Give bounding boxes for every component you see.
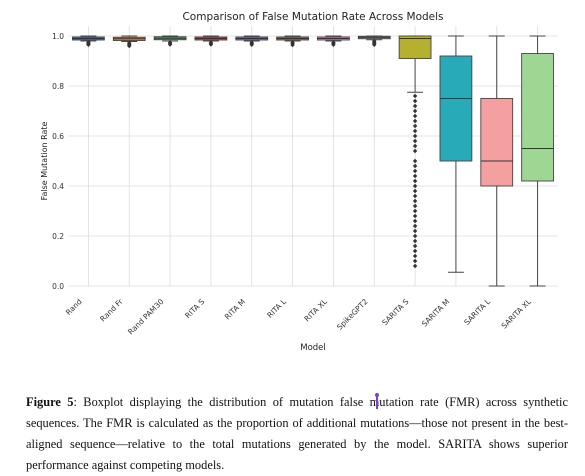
outlier-point (412, 163, 418, 169)
outlier-point (412, 128, 418, 134)
outlier-point (412, 248, 418, 254)
outlier-point (412, 218, 418, 224)
y-tick-label: 0.6 (52, 132, 64, 141)
box-rita-m (235, 35, 269, 47)
outlier-point (412, 258, 418, 264)
box-iqr (398, 35, 432, 59)
x-tick-label: SpikeGPT2 (335, 297, 370, 332)
outlier-point (412, 253, 418, 259)
box-rita-xl (317, 35, 350, 47)
x-tick-label: Rand (64, 297, 84, 317)
box-sarita-s (398, 35, 432, 269)
outlier-point (372, 42, 377, 47)
x-tick-label: RITA M (223, 297, 247, 321)
outlier-point (412, 123, 418, 129)
x-tick-label: Rand PAM30 (126, 297, 166, 337)
x-tick-label: RITA XL (302, 296, 329, 323)
outlier-point (412, 198, 418, 204)
outlier-point (412, 233, 418, 239)
box-rand-fr (112, 35, 146, 49)
outlier-point (412, 138, 418, 144)
box-iqr (439, 55, 473, 162)
outlier-point (412, 143, 418, 149)
outlier-point (412, 98, 418, 104)
outlier-point (412, 213, 418, 219)
x-axis-label: Model (300, 343, 326, 353)
outlier-point (331, 42, 336, 47)
outlier-point (167, 42, 173, 47)
y-axis-ticks: 0.0 0.2 0.4 0.6 0.8 1.0 (52, 32, 64, 291)
outlier-point (412, 178, 418, 184)
boxplot-chart: Comparison of False Mutation Rate Across… (40, 11, 558, 353)
outlier-point (86, 42, 91, 47)
x-tick-label: SARITA XL (500, 296, 534, 330)
outlier-point (412, 203, 418, 209)
y-tick-label: 1.0 (52, 32, 64, 41)
box-rand (72, 35, 105, 47)
box-iqr (521, 53, 554, 182)
outlier-point (412, 183, 418, 189)
box-rita-l (276, 35, 309, 48)
outlier-point (412, 113, 418, 119)
x-tick-label: SARITA L (462, 296, 492, 326)
x-tick-label: SARITA M (420, 297, 451, 328)
outlier-point (412, 133, 418, 139)
x-tick-label: SARITA S (380, 297, 410, 327)
y-axis-label: False Mutation Rate (40, 122, 49, 201)
outlier-point (412, 228, 418, 234)
box-spikegpt2 (357, 35, 391, 47)
outlier-point (208, 42, 214, 47)
outlier-point (412, 103, 418, 109)
box-sarita-m (439, 35, 473, 273)
y-tick-label: 0.0 (52, 282, 64, 291)
caption-text: : Boxplot displaying the distribution of… (26, 395, 568, 472)
outlier-point (412, 148, 418, 154)
x-tick-label: Rand Fr (98, 296, 125, 323)
outlier-point (412, 173, 418, 179)
box-sarita-l (480, 35, 514, 287)
text-cursor-icon (375, 393, 379, 409)
figure-label: Figure 5 (26, 395, 74, 409)
outlier-point (412, 93, 418, 99)
box-rand-pam30 (153, 35, 187, 47)
y-tick-label: 0.4 (52, 182, 64, 191)
outlier-point (412, 193, 418, 199)
y-tick-label: 0.8 (52, 82, 64, 91)
y-tick-label: 0.2 (52, 232, 64, 241)
outlier-point (127, 43, 132, 49)
outlier-point (412, 223, 418, 229)
outlier-point (412, 238, 418, 244)
box-series (72, 35, 554, 287)
figure-caption: Figure 5: Boxplot displaying the distrib… (26, 392, 568, 476)
box-sarita-xl (521, 35, 554, 287)
chart-title: Comparison of False Mutation Rate Across… (182, 11, 443, 23)
x-tick-label: RITA L (265, 296, 288, 319)
outlier-point (412, 188, 418, 194)
x-axis-ticks: Rand Rand Fr Rand PAM30 RITA S RITA M RITA L R… (64, 296, 534, 336)
outlier-point (412, 208, 418, 214)
outlier-point (412, 108, 418, 114)
outlier-point (249, 42, 254, 47)
outlier-point (412, 168, 418, 174)
box-iqr (480, 98, 514, 187)
outlier-point (412, 158, 418, 164)
outlier-point (412, 263, 418, 269)
outlier-point (290, 42, 295, 48)
box-rita-s (194, 35, 228, 47)
outlier-point (412, 118, 418, 124)
outlier-point (412, 243, 418, 249)
x-tick-label: RITA S (183, 297, 206, 320)
